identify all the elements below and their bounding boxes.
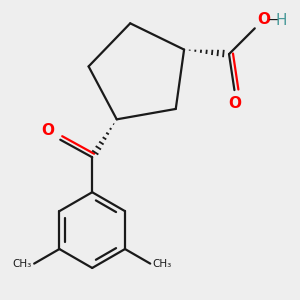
Text: CH₃: CH₃ — [152, 259, 172, 269]
Text: O: O — [228, 96, 241, 111]
Text: O: O — [41, 122, 55, 137]
Text: CH₃: CH₃ — [13, 259, 32, 269]
Text: H: H — [276, 13, 287, 28]
Text: −: − — [268, 13, 280, 27]
Text: O: O — [257, 12, 270, 27]
